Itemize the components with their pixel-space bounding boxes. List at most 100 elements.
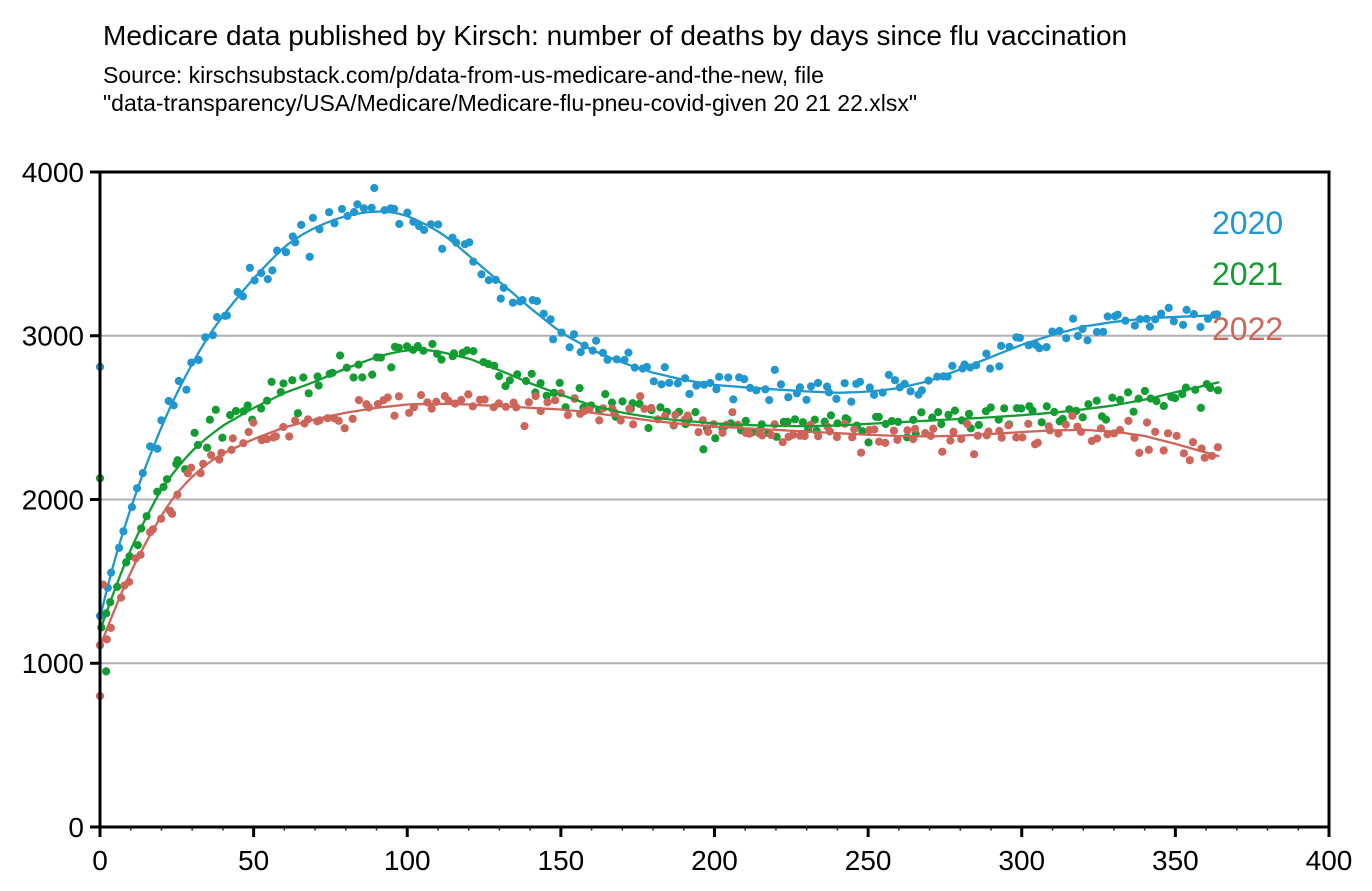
data-point-2020 <box>1042 343 1051 352</box>
data-point-2022 <box>348 414 357 423</box>
data-point-2021 <box>527 369 536 378</box>
data-point-2021 <box>288 376 297 385</box>
data-point-2022 <box>911 424 920 433</box>
data-point-2021 <box>964 409 974 418</box>
data-point-2022 <box>957 435 966 444</box>
data-point-2020 <box>673 379 682 388</box>
data-point-2021 <box>299 373 308 382</box>
data-point-2020 <box>469 257 478 266</box>
data-point-2020 <box>1179 320 1188 329</box>
data-point-2021 <box>293 409 302 418</box>
data-point-2020 <box>1113 310 1122 319</box>
data-point-2020 <box>712 385 721 394</box>
y-axis-tick-label-3000: 3000 <box>22 321 84 352</box>
data-point-2022 <box>997 433 1006 442</box>
data-point-2021 <box>267 377 276 386</box>
data-point-2021 <box>336 351 345 360</box>
data-point-2022 <box>881 438 890 447</box>
data-point-2022 <box>244 427 253 437</box>
data-point-2021 <box>279 379 288 388</box>
data-point-2020 <box>1164 303 1173 312</box>
data-point-2021 <box>917 408 926 417</box>
data-point-2022 <box>728 408 737 417</box>
data-point-2020 <box>353 200 362 209</box>
data-point-2022 <box>228 434 237 443</box>
data-point-2020 <box>776 380 786 389</box>
data-point-2022 <box>1093 434 1102 443</box>
data-point-2020 <box>1157 309 1166 318</box>
data-point-2022 <box>640 404 649 413</box>
y-axis-tick-label-0: 0 <box>68 812 84 843</box>
data-point-2022 <box>903 426 912 435</box>
data-point-2020 <box>806 382 816 391</box>
data-point-2021 <box>691 408 700 417</box>
data-point-2020 <box>508 298 517 307</box>
data-point-2021 <box>1196 403 1205 412</box>
data-point-2021 <box>950 406 960 415</box>
data-point-2020 <box>281 248 291 257</box>
data-point-2020 <box>1169 317 1178 326</box>
data-point-2022 <box>770 420 779 429</box>
data-point-2020 <box>390 204 399 214</box>
x-axis-tick-label-0: 0 <box>92 845 108 876</box>
data-point-2022 <box>595 416 604 425</box>
data-point-2020 <box>729 395 738 404</box>
data-point-2020 <box>1182 305 1191 314</box>
data-point-2022 <box>285 432 294 441</box>
data-point-2021 <box>505 376 514 385</box>
data-point-2020 <box>438 244 447 253</box>
chart-source: Source: kirschsubstack.com/p/data-from-u… <box>103 61 1283 117</box>
data-point-2021 <box>243 401 252 410</box>
data-point-2022 <box>616 416 625 425</box>
data-point-2021 <box>1152 397 1161 406</box>
data-point-2022 <box>629 420 638 429</box>
chart-title: Medicare data published by Kirsch: numbe… <box>103 20 1128 51</box>
data-point-2020 <box>890 376 900 385</box>
data-point-2022 <box>1188 438 1198 447</box>
data-point-2021 <box>1213 386 1223 395</box>
y-axis-tick-label-4000: 4000 <box>22 157 84 188</box>
data-point-2020 <box>665 378 674 387</box>
data-point-2021 <box>469 347 478 356</box>
data-point-outlier-2021 <box>102 667 111 676</box>
data-point-2022 <box>1004 421 1013 430</box>
legend-label-2020: 2020 <box>1212 205 1283 241</box>
data-point-2020 <box>1062 334 1071 343</box>
data-point-2021 <box>699 445 708 454</box>
data-point-2020 <box>917 386 927 395</box>
data-point-2021 <box>226 411 235 420</box>
data-point-2021 <box>937 420 946 429</box>
data-point-2021 <box>428 339 437 349</box>
data-point-2020 <box>337 204 347 214</box>
data-point-2021 <box>203 443 212 452</box>
x-axis-tick-label-200: 200 <box>691 845 738 876</box>
data-point-2022 <box>832 433 842 442</box>
data-point-2021 <box>437 355 446 364</box>
data-point-2022 <box>249 418 258 427</box>
data-point-2022 <box>1144 445 1153 454</box>
data-point-2021 <box>394 343 403 352</box>
data-point-2022 <box>1172 431 1181 440</box>
data-point-2020 <box>263 275 272 284</box>
data-point-2020 <box>906 387 915 396</box>
data-point-2021 <box>858 427 867 436</box>
data-point-2021 <box>1206 383 1215 393</box>
data-point-2021 <box>741 416 750 425</box>
data-point-2022 <box>1151 427 1160 436</box>
data-point-2021 <box>944 410 953 419</box>
data-point-2022 <box>893 435 902 444</box>
data-point-2020 <box>795 383 805 392</box>
data-point-2022 <box>1213 443 1222 452</box>
trendline-2022 <box>98 402 1220 649</box>
data-point-2021 <box>133 541 142 550</box>
data-point-2020 <box>325 208 334 217</box>
data-point-2021 <box>1017 404 1026 413</box>
y-axis-tick-label-1000: 1000 <box>22 648 84 679</box>
legend: 2020 2021 2022 <box>1212 205 1283 347</box>
data-point-2020 <box>1083 336 1092 345</box>
data-point-2020 <box>569 330 579 339</box>
chart-source-line-2: "data-transparency/USA/Medicare/Medicare… <box>103 90 918 116</box>
data-point-2020 <box>948 361 957 370</box>
data-point-2020 <box>212 313 222 322</box>
